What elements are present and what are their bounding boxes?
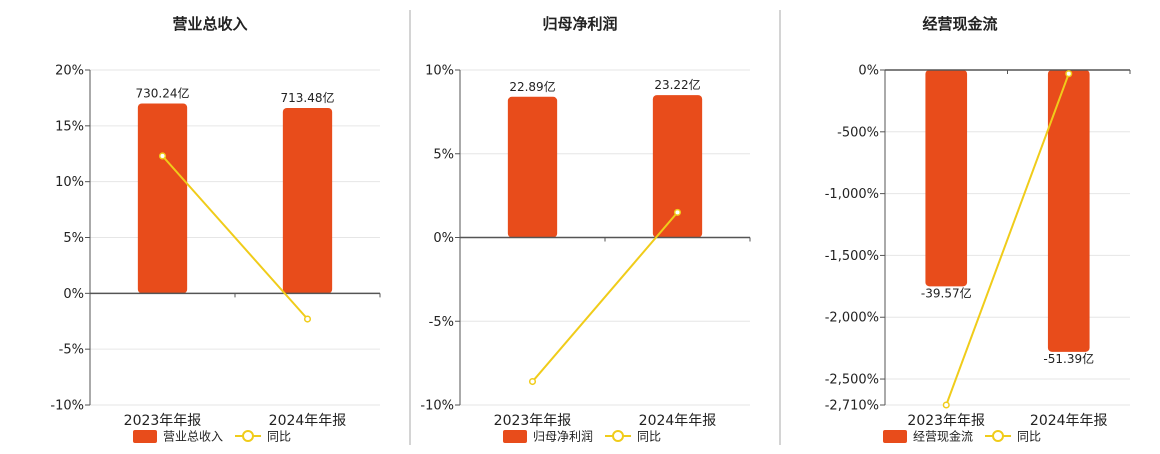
y-tick-label: 5%: [63, 231, 84, 246]
y-tick-label: 0%: [63, 287, 84, 302]
x-category-label: 2023年年报: [494, 413, 572, 429]
legend-line-label: 同比: [1017, 430, 1041, 444]
bar-data-label: -51.39亿: [1043, 351, 1094, 366]
chart-panel-1: 营业总收入 -10% -5% 0% 5% 10% 15% 20% 730.24亿 713.48亿 2…: [50, 15, 381, 444]
y-tick-label: -2,000%: [825, 311, 879, 326]
y-tick-label: -5%: [429, 315, 454, 330]
y-tick-label: -1,500%: [825, 249, 879, 264]
bar-1: [925, 70, 968, 287]
yoy-point-1: [942, 401, 950, 409]
y-tick-label: -1,000%: [825, 187, 879, 202]
x-category-label: 2024年年报: [639, 413, 717, 429]
legend-line-marker: [612, 430, 624, 442]
y-tick-label: -10%: [50, 399, 84, 414]
x-category-label: 2023年年报: [907, 413, 985, 429]
legend-bar-swatch: [883, 430, 907, 443]
legend-bar-label: 经营现金流: [913, 429, 973, 444]
y-tick-label: -5%: [59, 343, 84, 358]
yoy-point-1: [528, 378, 537, 386]
y-tick-label: 10%: [425, 64, 454, 79]
yoy-point-2: [673, 208, 682, 216]
x-category-label: 2024年年报: [1030, 413, 1108, 429]
y-tick-label: 0%: [433, 231, 454, 246]
bar-1: [137, 103, 188, 294]
bar-2: [1047, 70, 1090, 352]
legend-line-label: 同比: [637, 430, 661, 444]
y-tick-label: 20%: [55, 64, 84, 79]
y-tick-label: 0%: [858, 64, 879, 79]
chart-title: 营业总收入: [172, 15, 247, 33]
bar-data-label: 22.89亿: [509, 79, 555, 94]
y-tick-label: -500%: [837, 125, 879, 140]
y-tick-label: -2,500%: [825, 373, 879, 388]
legend-line-label: 同比: [267, 430, 291, 444]
y-tick-label: 15%: [55, 119, 84, 134]
legend-bar-swatch: [133, 430, 157, 443]
legend-bar-label: 营业总收入: [163, 430, 223, 444]
y-tick-label: -10%: [420, 399, 454, 414]
legend: 经营现金流 同比: [883, 429, 1041, 444]
legend: 归母净利润 同比: [503, 430, 661, 444]
y-tick-label: -2,710%: [825, 399, 879, 414]
yoy-line: [531, 211, 679, 383]
yoy-line: [161, 155, 309, 320]
chart-panel-2: 归母净利润 -10% -5% 0% 5% 10% 22.89亿 23.22亿 2023年年报 20…: [420, 15, 751, 444]
bar-data-label: 23.22亿: [654, 77, 700, 92]
x-category-label: 2023年年报: [124, 413, 202, 429]
bar-data-label: 730.24亿: [136, 86, 190, 101]
bar-data-label: 713.48亿: [281, 90, 335, 105]
chart-title: 经营现金流: [922, 15, 997, 33]
yoy-point-1: [158, 152, 167, 160]
yoy-line: [945, 73, 1070, 406]
legend-bar-swatch: [503, 430, 527, 443]
legend: 营业总收入 同比: [133, 430, 291, 444]
legend-line-marker: [242, 430, 254, 442]
yoy-point-2: [303, 315, 312, 323]
chart-title: 归母净利润: [542, 15, 617, 33]
bar-1: [507, 96, 558, 238]
legend-bar-label: 归母净利润: [533, 430, 593, 444]
y-tick-label: 10%: [55, 175, 84, 190]
y-tick-label: 5%: [433, 147, 454, 162]
bar-2: [652, 95, 703, 238]
yoy-point-2: [1065, 70, 1073, 78]
bar-2: [282, 107, 333, 294]
x-category-label: 2024年年报: [269, 413, 347, 429]
bar-data-label: -39.57亿: [921, 285, 972, 300]
legend-line-marker: [992, 430, 1004, 442]
chart-panel-3: 经营现金流 -2,710% -2,500% -2,000% -1,500% -1,000%…: [825, 15, 1131, 444]
